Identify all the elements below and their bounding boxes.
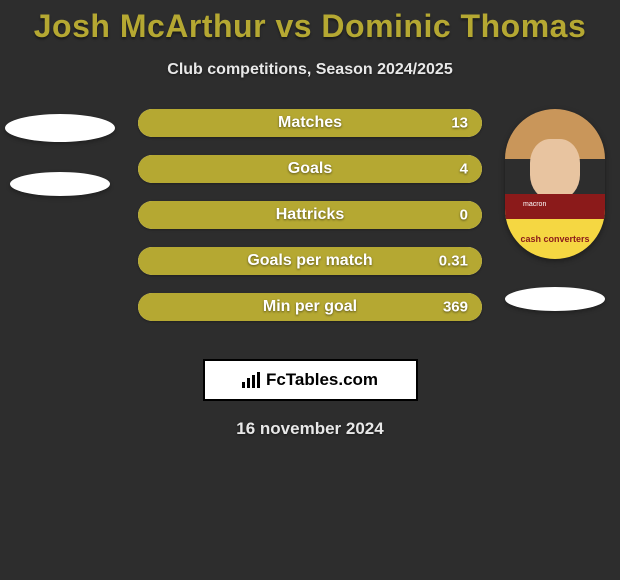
- stat-bar-min-per-goal: Min per goal 369: [138, 293, 482, 321]
- brand-text: FcTables.com: [266, 370, 378, 390]
- photo-face: [530, 139, 580, 199]
- player-placeholder-ellipse: [10, 172, 110, 196]
- bar-fill: [138, 155, 482, 183]
- bar-fill: [138, 293, 482, 321]
- bar-chart-icon: [242, 372, 262, 388]
- jersey-brand-text: macron: [523, 201, 546, 208]
- player-placeholder-ellipse: [505, 287, 605, 311]
- photo-jersey-band: [505, 194, 605, 219]
- stat-bar-hattricks: Hattricks 0: [138, 201, 482, 229]
- page-title: Josh McArthur vs Dominic Thomas: [0, 0, 620, 45]
- bar-fill: [138, 247, 482, 275]
- brand-box[interactable]: FcTables.com: [203, 359, 418, 401]
- subtitle: Club competitions, Season 2024/2025: [0, 61, 620, 79]
- left-player-column: [0, 104, 120, 196]
- bar-fill: [138, 201, 482, 229]
- comparison-content: Matches 13 Goals 4 Hattricks 0 Goals per…: [0, 109, 620, 339]
- stat-bars: Matches 13 Goals 4 Hattricks 0 Goals per…: [138, 109, 482, 321]
- player-photo: macron cash converters: [505, 109, 605, 259]
- stat-bar-goals: Goals 4: [138, 155, 482, 183]
- jersey-sponsor-text: cash converters: [505, 235, 605, 244]
- stat-bar-goals-per-match: Goals per match 0.31: [138, 247, 482, 275]
- bar-fill: [138, 109, 482, 137]
- date-text: 16 november 2024: [0, 419, 620, 439]
- stat-bar-matches: Matches 13: [138, 109, 482, 137]
- player-placeholder-ellipse: [5, 114, 115, 142]
- right-player-column: macron cash converters: [490, 109, 620, 311]
